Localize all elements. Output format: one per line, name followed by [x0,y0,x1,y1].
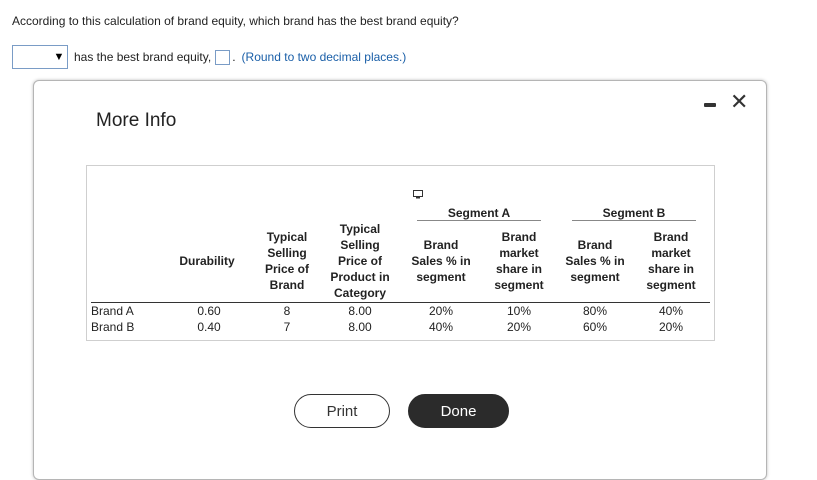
cell-category-price: 8.00 [348,304,372,318]
print-button[interactable]: Print [294,394,390,428]
minimize-icon[interactable] [704,103,716,107]
brand-price-header: Typical Selling Price of Brand [255,229,319,293]
category-price-header-line: Category [333,286,386,300]
header-rule [91,302,710,303]
category-price-header-line: Selling [340,238,380,252]
a-share-header-line: share in [495,262,543,276]
cell-durability: 0.40 [197,320,221,334]
cell-a-share: 20% [506,320,532,334]
cell-brand-price: 8 [283,304,291,318]
cell-b-sales: 60% [582,320,608,334]
durability-header: Durability [179,254,235,268]
row-label-brand-b: Brand B [91,320,135,334]
answer-row: ▼ has the best brand equity, . (Round to… [12,44,406,70]
done-button[interactable]: Done [408,394,509,428]
segment-b-sales-header: Brand Sales % in segment [559,237,631,285]
more-info-dialog: More Info ✕ Segment A Segment B Durabili… [33,80,767,480]
brand-price-header-line: Price of [264,262,309,276]
cell-durability: 0.60 [197,304,221,318]
cell-a-sales: 40% [428,320,454,334]
a-sales-header-line: Sales % in [411,254,471,268]
answer-text: has the best brand equity, [74,50,212,64]
b-sales-header-line: Sales % in [565,254,625,268]
category-price-header-line: Product in [330,270,390,284]
dialog-title: More Info [96,110,177,131]
b-sales-header-line: Brand [577,238,613,252]
a-sales-header-line: segment [416,270,466,284]
copy-icon[interactable] [413,190,423,199]
segment-a-header: Segment A [447,206,511,220]
cell-b-share: 40% [658,304,684,318]
b-share-header-line: market [651,246,691,260]
cell-b-sales: 80% [582,304,608,318]
b-sales-header-line: segment [570,270,620,284]
a-share-header-line: segment [494,278,544,292]
category-price-header-line: Price of [337,254,382,268]
b-share-header-line: segment [646,278,696,292]
answer-period: . [232,50,236,64]
cell-a-share: 10% [506,304,532,318]
cell-category-price: 8.00 [348,320,372,334]
b-share-header-line: Brand [653,230,689,244]
a-sales-header-line: Brand [423,238,459,252]
category-price-header-line: Typical [339,222,381,236]
dropdown-arrow-icon[interactable]: ▼ [53,51,65,63]
question-text: According to this calculation of brand e… [12,14,459,28]
segment-b-share-header: Brand market share in segment [639,229,703,293]
close-icon[interactable]: ✕ [730,89,749,114]
a-share-header-line: market [499,246,539,260]
segment-a-rule [417,220,541,221]
brand-equity-table: Segment A Segment B Durability Typical S… [87,166,716,342]
brand-price-header-line: Brand [269,278,305,292]
segment-a-sales-header: Brand Sales % in segment [405,237,477,285]
rounding-hint: (Round to two decimal places.) [241,50,407,64]
cell-b-share: 20% [658,320,684,334]
segment-b-header: Segment B [602,206,666,220]
cell-a-sales: 20% [428,304,454,318]
a-share-header-line: Brand [501,230,537,244]
b-share-header-line: share in [647,262,695,276]
segment-b-rule [572,220,696,221]
category-price-header: Typical Selling Price of Product in Cate… [323,221,397,301]
cell-brand-price: 7 [283,320,291,334]
brand-price-header-line: Typical [266,230,308,244]
brand-dropdown[interactable]: ▼ [12,45,68,69]
brand-price-header-line: Selling [267,246,307,260]
segment-a-share-header: Brand market share in segment [487,229,551,293]
row-label-brand-a: Brand A [91,304,134,318]
data-table-frame: Segment A Segment B Durability Typical S… [86,165,715,341]
equity-value-input[interactable] [215,49,231,65]
